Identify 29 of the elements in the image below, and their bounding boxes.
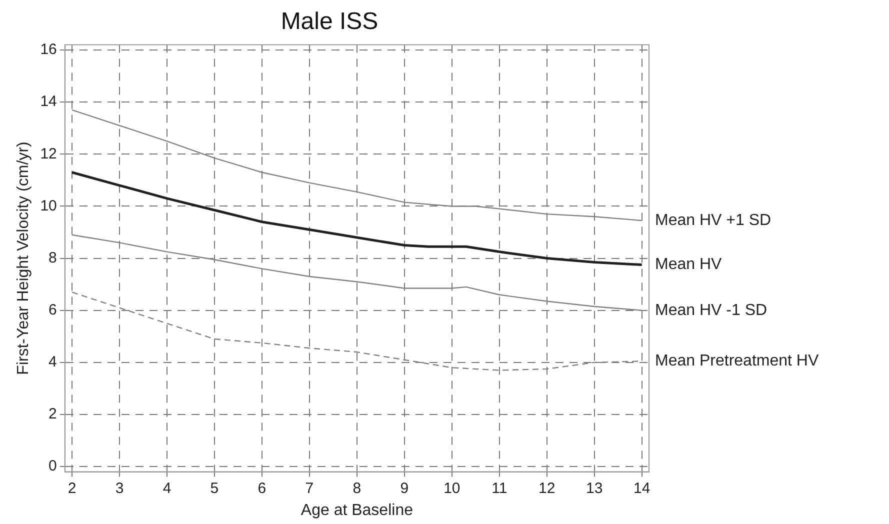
x-tick-label: 8: [352, 480, 362, 497]
y-axis-title: First-Year Height Velocity (cm/yr): [15, 142, 32, 375]
x-tick-label: 4: [162, 480, 172, 497]
x-tick-label: 11: [492, 480, 508, 497]
x-tick-label: 9: [400, 480, 409, 497]
x-tick-label: 5: [210, 480, 219, 497]
y-tick-label: 10: [40, 197, 57, 214]
x-tick-label: 3: [115, 480, 124, 497]
series-label: Mean HV: [655, 256, 722, 274]
y-tick-label: 2: [48, 406, 57, 423]
x-tick-label: 2: [68, 480, 76, 497]
x-tick-label: 7: [305, 480, 314, 497]
series-label: Mean HV -1 SD: [655, 302, 768, 319]
y-tick-label: 6: [48, 302, 57, 319]
y-tick-label: 14: [40, 93, 57, 110]
y-tick-label: 16: [40, 41, 57, 58]
y-tick-label: 12: [40, 145, 57, 162]
x-tick-label: 6: [258, 480, 266, 497]
chart-title: Male ISS: [280, 8, 378, 36]
series-label: Mean HV +1 SD: [655, 212, 772, 229]
x-tick-label: 14: [634, 480, 650, 497]
y-tick-label: 8: [48, 249, 57, 266]
y-tick-label: 4: [48, 354, 57, 371]
x-tick-label: 10: [444, 480, 460, 497]
y-tick-label: 0: [48, 458, 57, 475]
x-tick-label: 12: [538, 480, 556, 497]
x-axis-title: Age at Baseline: [300, 502, 414, 519]
series-label: Mean Pretreatment HV: [655, 352, 819, 370]
x-tick-label: 13: [586, 480, 603, 497]
